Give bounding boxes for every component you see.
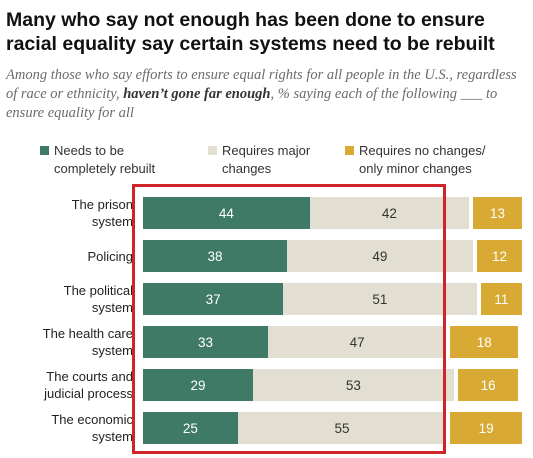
legend-label: Needs to be completely rebuilt [54, 143, 156, 176]
bar-segment-major: 51 [283, 283, 477, 315]
category-label: Policing [87, 248, 133, 264]
category-label: The economic system [51, 412, 133, 444]
data-label: 49 [372, 248, 388, 264]
category-label: The courts and judicial process [44, 369, 133, 401]
data-label: 55 [334, 420, 350, 436]
category-label: The political system [63, 283, 133, 315]
bar-segment-minor: 13 [472, 197, 523, 229]
data-label: 18 [476, 334, 492, 350]
legend-label: Requires no changes/ only minor changes [359, 143, 486, 176]
data-label: 47 [349, 334, 365, 350]
legend-swatch [40, 146, 49, 155]
data-label: 38 [207, 248, 223, 264]
bar-segment-minor: 12 [476, 240, 523, 272]
bar-segment-major: 42 [309, 197, 469, 229]
data-label: 51 [372, 291, 388, 307]
data-label: 13 [490, 205, 506, 221]
bar-segment-rebuilt: 25 [143, 412, 238, 444]
data-label: 19 [478, 420, 494, 436]
data-label: 25 [182, 420, 198, 436]
subtitle-text-after: , % saying each of the following ___ to … [6, 86, 498, 121]
data-label: 29 [190, 377, 206, 393]
bar-segment-major: 49 [287, 240, 473, 272]
data-label: 37 [205, 291, 221, 307]
legend-item-minor: Requires no changes/ only minor changes [345, 142, 485, 178]
bar-segment-minor: 18 [450, 326, 519, 358]
bar-segment-minor: 19 [450, 412, 523, 444]
data-label: 11 [494, 291, 509, 307]
subtitle-emphasis: haven’t gone far enough [123, 86, 271, 102]
data-label: 16 [480, 377, 496, 393]
data-label: 12 [491, 248, 507, 264]
bar-segment-rebuilt: 29 [143, 369, 253, 401]
legend-swatch [345, 146, 354, 155]
data-label: 44 [218, 205, 234, 221]
subtitle-text-before: Among those who say efforts to ensure eq… [6, 67, 517, 102]
category-label: The health care system [42, 326, 133, 358]
bar-segment-major: 55 [237, 412, 447, 444]
bar-segment-major: 47 [268, 326, 447, 358]
legend-swatch [208, 146, 217, 155]
bar-segment-minor: 16 [457, 369, 519, 401]
bar-segment-minor: 11 [480, 283, 523, 315]
legend-label: Requires major changes [222, 143, 311, 176]
category-label: The prison system [71, 197, 133, 229]
bar-segment-rebuilt: 37 [143, 283, 284, 315]
data-label: 53 [345, 377, 361, 393]
bar-segment-rebuilt: 44 [143, 197, 310, 229]
bar-segment-rebuilt: 38 [143, 240, 288, 272]
chart-title: Many who say not enough has been done to… [6, 9, 495, 55]
data-label: 33 [198, 334, 214, 350]
chart-subtitle: Among those who say efforts to ensure eq… [6, 66, 531, 123]
legend-item-major: Requires major changes [208, 142, 310, 178]
data-label: 42 [381, 205, 397, 221]
bar-segment-rebuilt: 33 [143, 326, 269, 358]
legend-item-rebuilt: Needs to be completely rebuilt [40, 142, 155, 178]
bar-segment-major: 53 [252, 369, 454, 401]
